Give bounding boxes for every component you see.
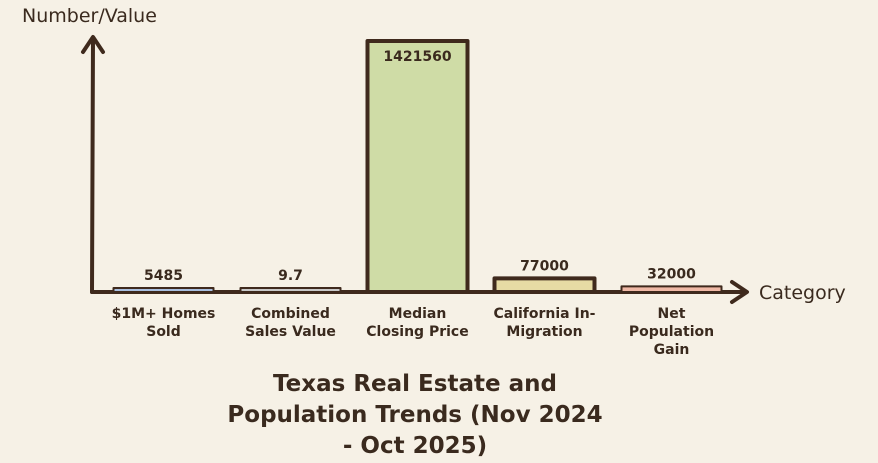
value-label-0: 5485 [144, 268, 183, 284]
y-axis-line [90, 36, 95, 294]
bar-4 [620, 285, 723, 294]
tick-label-2: Median Closing Price [366, 306, 468, 340]
chart-title-line-2: - Oct 2025) [343, 433, 487, 459]
x-axis-label: Category [759, 282, 846, 304]
bar-2 [365, 39, 470, 294]
x-axis-arrow-icon [730, 280, 749, 304]
bar-3 [492, 276, 597, 294]
bars-group [112, 39, 723, 294]
tick-label-4: Net Population Gain [629, 306, 714, 358]
value-label-2: 1421560 [383, 49, 451, 65]
chart-title-line-0: Texas Real Estate and [273, 371, 557, 397]
y-axis-arrow-icon [81, 35, 105, 54]
tick-labels-group: $1M+ Homes Sold Combined Sales Value Median C… [112, 306, 714, 358]
tick-label-3: California In-Migration [493, 306, 595, 340]
tick-label-1: Combined Sales Value [245, 306, 336, 340]
chart-title: Texas Real Estate and Population Trends (… [227, 371, 602, 459]
y-axis-label: Number/Value [22, 5, 157, 27]
value-label-1: 9.7 [278, 268, 303, 284]
chart-title-line-1: Population Trends (Nov 2024 [227, 402, 602, 428]
value-label-4: 32000 [647, 266, 696, 282]
bar-1 [239, 287, 342, 293]
value-label-3: 77000 [520, 258, 569, 274]
bar-0 [112, 287, 215, 293]
data-labels-group: 5485 9.7 1421560 77000 32000 [144, 49, 696, 284]
tick-label-0: $1M+ Homes Sold [112, 306, 216, 340]
